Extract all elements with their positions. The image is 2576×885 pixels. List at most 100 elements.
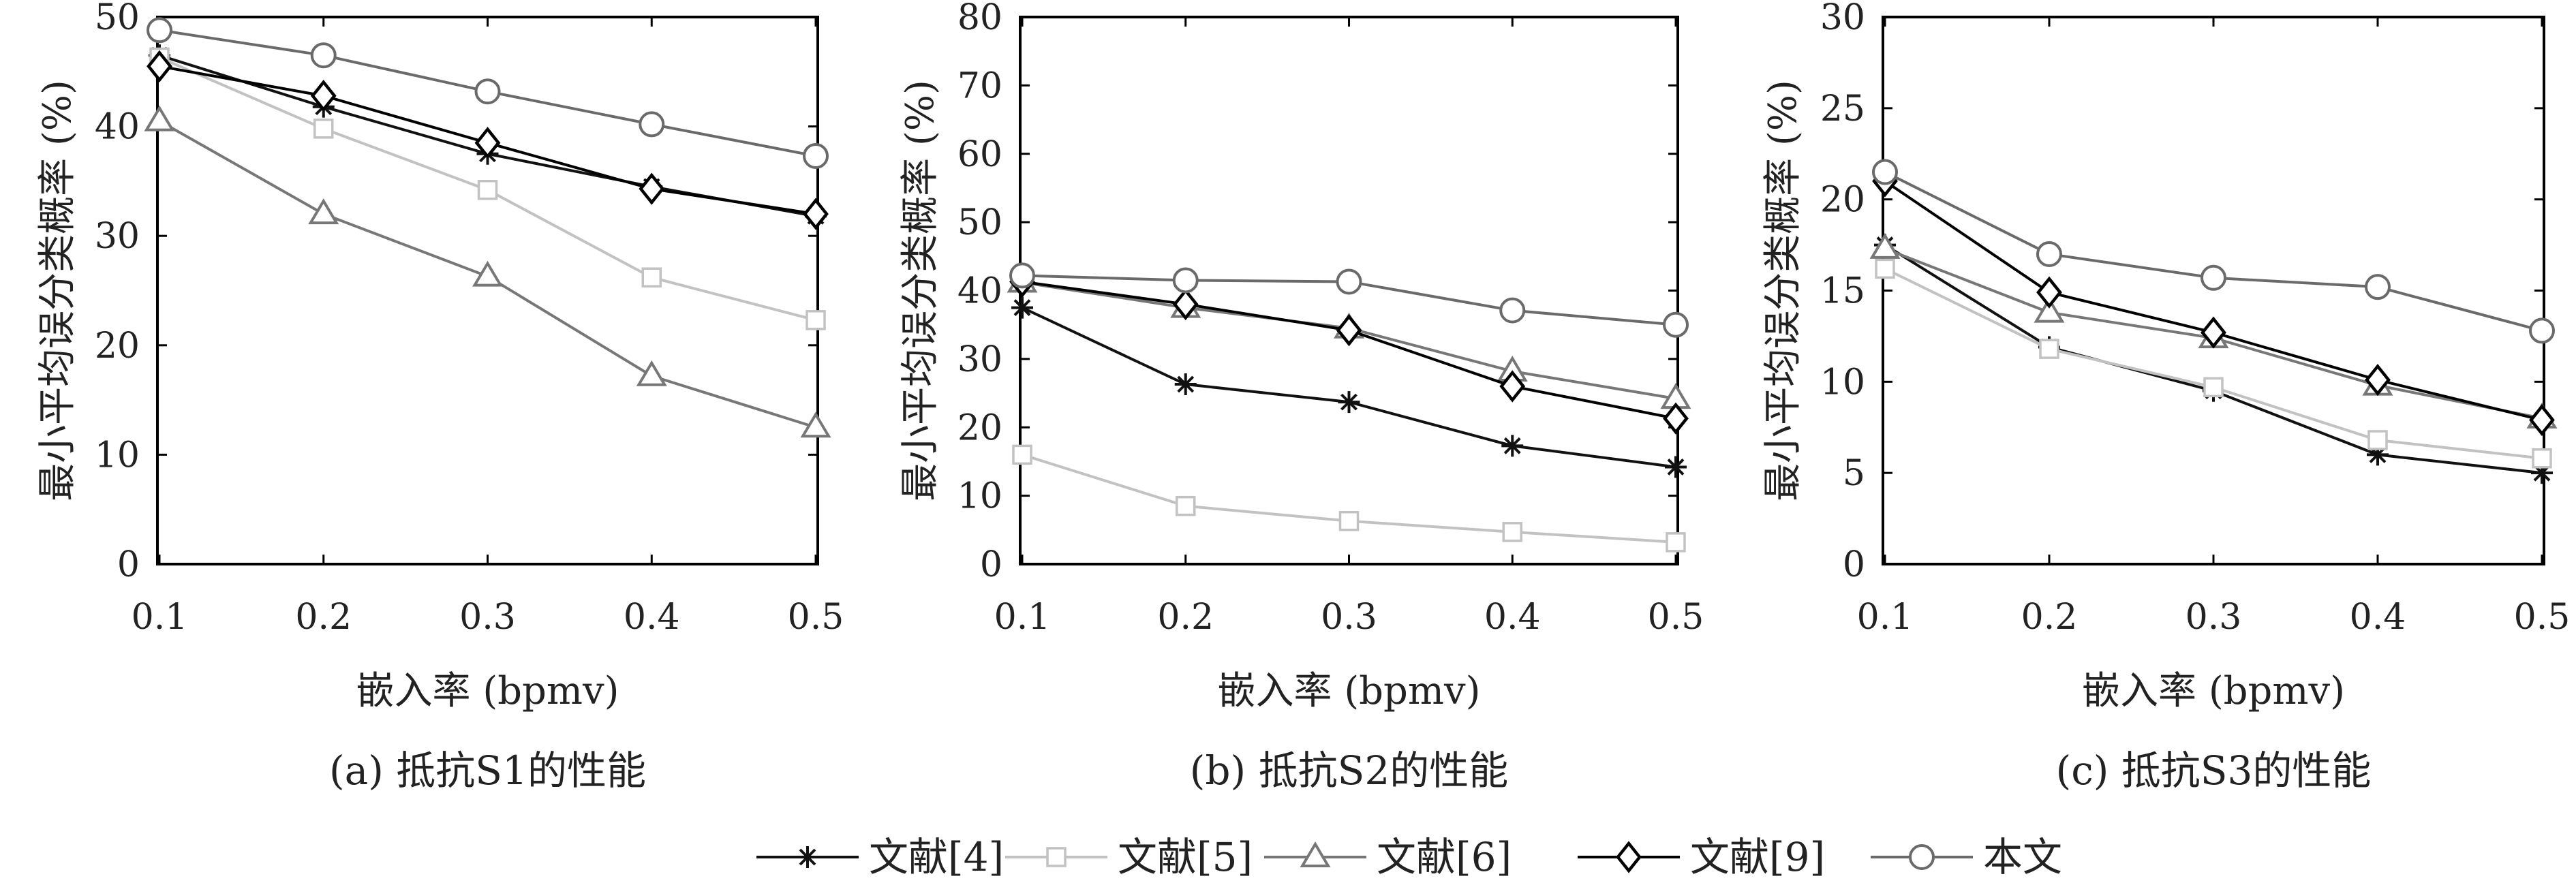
y-tick-label: 10 — [95, 435, 140, 476]
y-tick-label: 40 — [957, 271, 1002, 312]
y-tick-label: 30 — [1820, 0, 1865, 38]
x-tick-label: 0.1 — [994, 597, 1051, 638]
series-4 — [147, 50, 829, 230]
data-point — [1012, 444, 1032, 465]
legend: 文献[4] 文献[5] 文献[6] 文献[9] 本文 — [756, 834, 2062, 880]
legend-marker — [1046, 847, 1067, 867]
legend-label: 文献[9] — [1690, 834, 1825, 880]
data-point — [474, 78, 501, 105]
series-line — [1884, 267, 2543, 460]
y-tick-label: 10 — [1820, 362, 1865, 403]
data-point — [1872, 159, 1898, 185]
data-point — [474, 127, 501, 159]
series-2 — [1012, 444, 1686, 553]
y-tick-label: 25 — [1820, 89, 1865, 129]
data-point — [2203, 377, 2224, 398]
data-point — [806, 310, 826, 330]
data-point — [308, 198, 339, 225]
legend-item: 文献[6] — [1264, 834, 1512, 880]
legend-item: 文献[4] — [756, 834, 1004, 880]
y-tick-label: 0 — [117, 544, 140, 585]
data-point — [1663, 311, 1689, 338]
y-tick-label: 50 — [957, 202, 1002, 243]
data-point — [2532, 448, 2552, 469]
data-point — [800, 412, 831, 438]
y-tick-label: 40 — [95, 107, 140, 148]
legend-label: 文献[6] — [1377, 834, 1512, 880]
data-point — [2365, 364, 2391, 397]
legend-marker — [1616, 841, 1642, 873]
x-axis-label: 嵌入率 (bpmv) — [356, 669, 619, 713]
x-tick-label: 0.5 — [788, 597, 844, 638]
data-point — [1338, 391, 1360, 414]
data-point — [147, 17, 172, 44]
data-point — [1338, 511, 1360, 531]
series-5 — [147, 17, 829, 169]
x-tick-label: 0.4 — [624, 597, 680, 638]
x-tick-label: 0.1 — [1857, 597, 1914, 638]
legend-marker — [1909, 844, 1935, 870]
y-tick-label: 30 — [957, 339, 1002, 380]
data-point — [1665, 456, 1687, 478]
y-tick-label: 30 — [95, 216, 140, 257]
data-point — [1502, 522, 1522, 542]
x-tick-label: 0.3 — [1321, 597, 1377, 638]
data-point — [144, 105, 175, 131]
data-point — [310, 42, 337, 69]
data-point — [1172, 288, 1199, 321]
y-tick-label: 15 — [1820, 271, 1865, 312]
x-axis-label: 嵌入率 (bpmv) — [1218, 669, 1481, 713]
legend-label: 文献[4] — [869, 834, 1004, 880]
y-tick-label: 20 — [1820, 180, 1865, 221]
series-1 — [1011, 296, 1687, 478]
y-axis-label: 最小平均误分类概率 (%) — [898, 80, 942, 501]
y-tick-label: 60 — [957, 134, 1002, 175]
data-point — [1011, 296, 1033, 319]
x-tick-label: 0.5 — [1648, 597, 1704, 638]
legend-item: 文献[9] — [1578, 834, 1825, 880]
x-tick-label: 0.2 — [2021, 597, 2078, 638]
y-tick-label: 20 — [957, 407, 1002, 448]
data-point — [1336, 314, 1362, 347]
data-point — [2201, 316, 2226, 349]
x-tick-label: 0.4 — [2350, 597, 2406, 638]
y-tick-label: 50 — [95, 0, 140, 38]
series-5 — [1872, 159, 2555, 344]
data-point — [2201, 264, 2226, 291]
x-tick-label: 0.5 — [2514, 597, 2571, 638]
data-point — [2367, 430, 2388, 450]
chart-panel-2: 0 10 20 30 40 50 60 70 80 0.1 0.2 0.3 0.4 0.5 嵌入率 (bpm… — [898, 0, 1704, 794]
series-2 — [1875, 258, 2552, 469]
x-tick-label: 0.3 — [459, 597, 516, 638]
data-point — [1869, 233, 1901, 259]
x-tick-label: 0.4 — [1484, 597, 1541, 638]
y-tick-label: 70 — [957, 65, 1002, 106]
data-point — [803, 142, 829, 169]
y-axis-label: 最小平均误分类概率 (%) — [35, 80, 80, 501]
data-point — [313, 119, 334, 139]
x-tick-label: 0.3 — [2186, 597, 2242, 638]
panel-caption: (c) 抵抗S3的性能 — [2056, 747, 2372, 794]
data-point — [1663, 402, 1689, 435]
data-point — [1501, 435, 1524, 457]
y-tick-label: 10 — [957, 476, 1002, 517]
y-tick-label: 5 — [1843, 453, 1865, 494]
data-point — [639, 172, 665, 205]
data-point — [2529, 403, 2555, 437]
data-point — [1875, 258, 1895, 279]
data-point — [1666, 532, 1686, 553]
legend-label: 文献[5] — [1118, 834, 1253, 880]
legend-marker — [797, 846, 818, 868]
data-point — [310, 80, 337, 112]
chart-panels: 0 10 20 30 40 50 0.1 0.2 0.3 0.4 0.5 嵌入率 (bpmv) 最小平均… — [35, 0, 2570, 794]
data-point — [1172, 267, 1199, 294]
x-tick-label: 0.2 — [295, 597, 352, 638]
y-tick-label: 20 — [95, 326, 140, 367]
data-point — [1499, 370, 1526, 403]
legend-item: 文献[5] — [1005, 834, 1253, 880]
data-point — [1009, 262, 1035, 289]
x-tick-label: 0.1 — [132, 597, 188, 638]
data-point — [2039, 339, 2059, 359]
data-point — [2529, 317, 2555, 344]
